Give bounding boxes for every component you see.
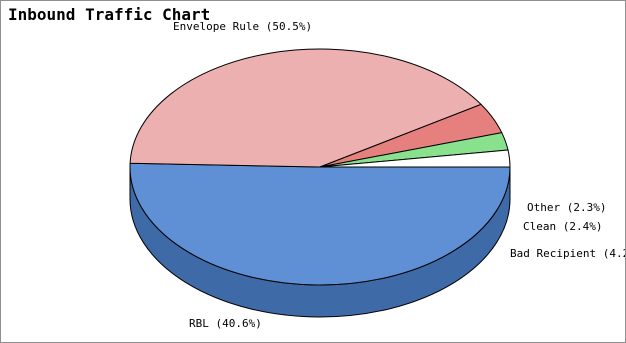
pie-label-rbl: RBL (40.6%) bbox=[189, 317, 262, 330]
pie-slices bbox=[130, 49, 510, 285]
pie-label-envelope-rule: Envelope Rule (50.5%) bbox=[173, 20, 312, 33]
pie-label-clean: Clean (2.4%) bbox=[523, 220, 602, 233]
pie-label-other: Other (2.3%) bbox=[527, 201, 606, 214]
pie-label-bad-recipient: Bad Recipient (4.2 bbox=[510, 247, 626, 260]
